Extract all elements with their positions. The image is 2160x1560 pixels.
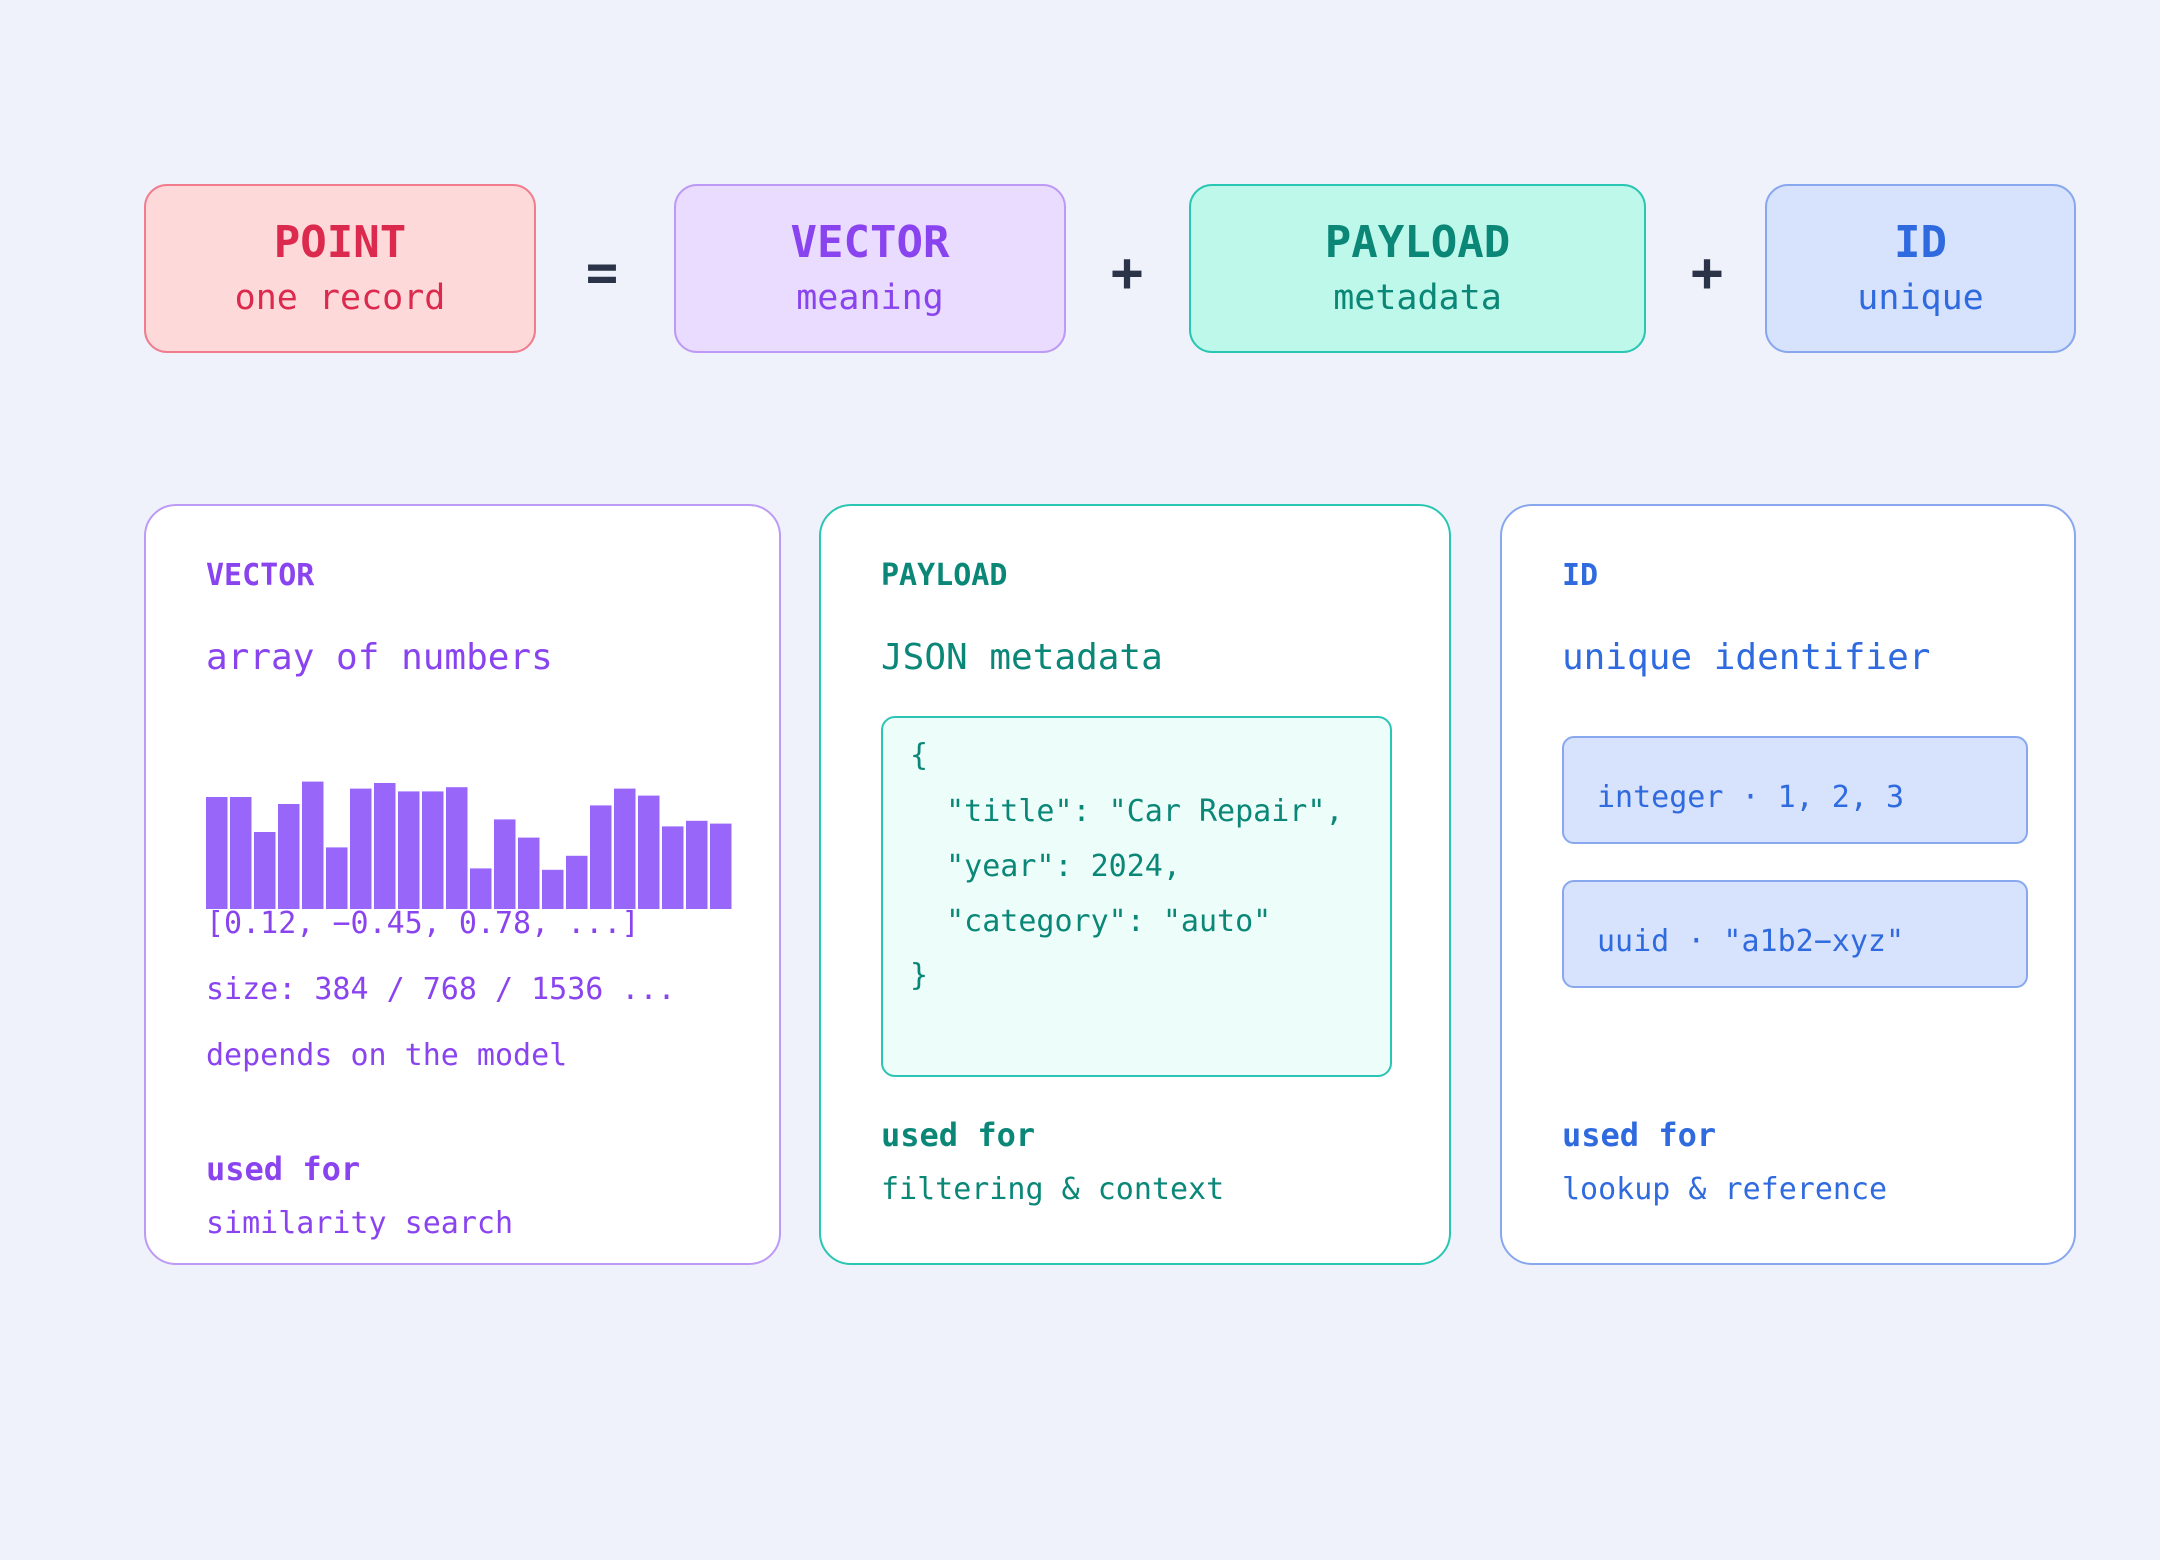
equals-operator: =: [585, 241, 619, 304]
vector-bar: [638, 795, 660, 909]
vector-sample: [0.12, −0.45, 0.78, ...]: [206, 906, 640, 941]
point-title: POINT: [273, 217, 407, 268]
vector-bar: [494, 819, 516, 909]
vector-size-line: size: 384 / 768 / 1536 ...: [206, 972, 676, 1007]
vector-subtitle: meaning: [796, 278, 944, 318]
payload-title: PAYLOAD: [1324, 217, 1511, 268]
json-line: "title": "Car Repair",: [910, 794, 1344, 829]
vector-bar: [590, 805, 612, 909]
vector-used-for-text: similarity search: [206, 1206, 514, 1241]
vector-note: depends on the model: [206, 1038, 568, 1073]
vector-card-label: VECTOR: [206, 558, 315, 593]
vector-box: VECTOR meaning: [674, 184, 1066, 353]
vector-bar: [326, 847, 348, 909]
vector-bar: [614, 788, 636, 909]
payload-box: PAYLOAD metadata: [1189, 184, 1646, 353]
vector-bar: [662, 826, 684, 909]
vector-bar: [422, 791, 444, 909]
id-subtitle: unique: [1857, 278, 1984, 318]
id-example-integer-text: integer · 1, 2, 3: [1597, 780, 1905, 815]
id-example-integer: integer · 1, 2, 3: [1562, 736, 2028, 844]
vector-card-heading: array of numbers: [206, 637, 553, 678]
point-box: POINT one record: [144, 184, 536, 353]
id-example-uuid-text: uuid · "a1b2−xyz": [1597, 924, 1905, 959]
vector-used-for-title: used for: [206, 1150, 361, 1188]
json-line: "category": "auto": [910, 904, 1272, 939]
vector-bar: [398, 791, 420, 909]
vector-bar: [302, 781, 324, 909]
vector-bar: [350, 788, 372, 909]
vector-bar: [518, 837, 540, 909]
payload-card-heading: JSON metadata: [881, 637, 1163, 678]
vector-bar: [206, 797, 228, 909]
vector-bar: [686, 820, 708, 909]
id-card-heading: unique identifier: [1562, 637, 1931, 678]
json-line: {: [910, 738, 929, 773]
vector-bar: [374, 783, 396, 909]
id-card: ID unique identifier integer · 1, 2, 3 u…: [1500, 504, 2076, 1265]
payload-card: PAYLOAD JSON metadata { "title": "Car Re…: [819, 504, 1451, 1265]
payload-used-for-text: filtering & context: [881, 1172, 1225, 1207]
id-title: ID: [1894, 217, 1947, 268]
vector-bar: [278, 804, 300, 909]
point-subtitle: one record: [234, 278, 446, 318]
payload-used-for-title: used for: [881, 1116, 1036, 1154]
id-box: ID unique: [1765, 184, 2076, 353]
plus-operator-1: +: [1110, 241, 1144, 304]
json-line: }: [910, 958, 929, 993]
payload-subtitle: metadata: [1333, 278, 1502, 318]
vector-bar-chart: [206, 766, 746, 909]
payload-card-label: PAYLOAD: [881, 558, 1008, 593]
vector-bar: [446, 787, 468, 909]
vector-bar: [254, 832, 276, 909]
json-line: "year": 2024,: [910, 849, 1181, 884]
vector-card: VECTOR array of numbers [0.12, −0.45, 0.…: [144, 504, 781, 1265]
id-used-for-text: lookup & reference: [1562, 1172, 1888, 1207]
plus-operator-2: +: [1690, 241, 1724, 304]
vector-bar: [710, 823, 732, 909]
vector-bars-svg: [206, 781, 732, 909]
id-example-uuid: uuid · "a1b2−xyz": [1562, 880, 2028, 988]
vector-title: VECTOR: [790, 217, 950, 268]
vector-bar: [542, 869, 564, 909]
id-card-label: ID: [1562, 558, 1599, 593]
id-used-for-title: used for: [1562, 1116, 1717, 1154]
json-example-box: { "title": "Car Repair", "year": 2024, "…: [881, 716, 1392, 1077]
vector-bar: [566, 855, 588, 909]
vector-bar: [470, 868, 492, 909]
vector-bar: [230, 797, 252, 909]
